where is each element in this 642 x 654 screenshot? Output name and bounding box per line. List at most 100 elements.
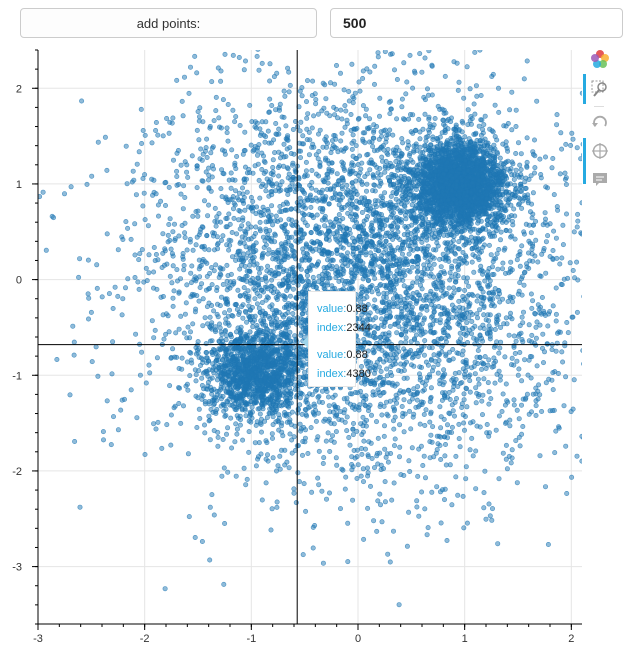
scatter-point: [383, 399, 389, 405]
scatter-point: [574, 259, 580, 265]
scatter-point: [233, 407, 239, 413]
scatter-point: [612, 422, 616, 426]
scatter-point: [450, 156, 456, 162]
scatter-point: [168, 442, 174, 448]
scatter-point: [110, 339, 116, 345]
scatter-point: [488, 206, 494, 212]
scatter-point: [516, 416, 522, 422]
scatter-point: [482, 278, 488, 284]
scatter-point: [200, 323, 206, 329]
scatter-point: [257, 219, 263, 225]
scatter-point: [228, 170, 234, 176]
scatter-point: [89, 173, 95, 179]
scatter-point: [227, 362, 233, 368]
scatter-point: [274, 504, 280, 510]
scatter-point: [495, 187, 501, 193]
scatter-point: [518, 172, 524, 178]
scatter-point: [509, 127, 515, 133]
scatter-point: [628, 280, 632, 284]
scatter-point: [561, 403, 567, 409]
scatter-point: [476, 343, 482, 349]
scatter-point: [611, 296, 615, 300]
scatter-point: [100, 429, 106, 435]
add-points-label: add points:: [136, 15, 201, 31]
scatter-point: [553, 235, 559, 241]
scatter-point: [391, 480, 397, 486]
scatter-point: [192, 534, 198, 540]
points-count-input[interactable]: [330, 8, 623, 38]
scatter-point: [559, 146, 565, 152]
scatter-point: [321, 455, 327, 461]
scatter-point: [372, 63, 378, 69]
scatter-point: [106, 291, 112, 297]
scatter-point: [213, 324, 219, 330]
scatter-point: [362, 174, 368, 180]
scatter-point: [264, 414, 270, 420]
scatter-point: [173, 330, 179, 336]
scatter-point: [165, 232, 171, 238]
scatter-point: [167, 216, 173, 222]
scatter-point: [218, 78, 224, 84]
scatter-point: [211, 428, 217, 434]
scatter-point: [389, 497, 395, 503]
scatter-point: [341, 2, 345, 6]
scatter-point: [476, 123, 482, 129]
scatter-point: [384, 291, 390, 297]
scatter-point: [353, 156, 359, 162]
scatter-point: [155, 37, 159, 41]
scatter-point: [382, 446, 388, 452]
scatter-point: [462, 287, 468, 293]
add-points-button[interactable]: add points:: [20, 8, 317, 38]
scatter-point: [146, 252, 152, 258]
scatter-point: [233, 421, 239, 427]
scatter-point: [363, 113, 369, 119]
scatter-point: [449, 169, 455, 175]
scatter-point: [409, 264, 415, 270]
scatter-point: [498, 160, 504, 166]
scatter-point: [503, 442, 509, 448]
scatter-point: [108, 442, 114, 448]
scatter-point: [202, 430, 208, 436]
scatter-point: [166, 184, 172, 190]
scatter-point: [153, 252, 159, 258]
scatter-point: [361, 536, 367, 542]
scatter-point: [162, 246, 168, 252]
scatter-point: [240, 302, 246, 308]
scatter-point: [212, 205, 218, 211]
scatter-point: [342, 486, 348, 492]
scatter-point: [451, 214, 457, 220]
scatter-point: [274, 499, 280, 505]
scatter-point: [198, 146, 204, 152]
scatter-point: [273, 121, 279, 127]
scatter-point: [266, 247, 272, 253]
scatter-point: [554, 122, 560, 128]
scatter-point: [248, 412, 254, 418]
scatter-point: [570, 136, 576, 142]
scatter-point: [414, 504, 420, 510]
scatter-point: [368, 412, 374, 418]
scatter-point: [220, 97, 226, 103]
scatter-point: [89, 359, 95, 365]
scatter-point: [323, 438, 329, 444]
scatter-point: [451, 163, 457, 169]
scatter-point: [414, 397, 420, 403]
scatter-point: [473, 448, 479, 454]
scatter-point: [189, 360, 195, 366]
scatter-point: [207, 376, 213, 382]
scatter-point: [242, 129, 248, 135]
scatter-point: [489, 506, 495, 512]
scatter-point: [334, 171, 340, 177]
scatter-point: [230, 107, 236, 113]
scatter-point: [77, 504, 83, 510]
scatter-point: [243, 377, 249, 383]
scatter-point: [517, 162, 523, 168]
scatter-point: [304, 394, 310, 400]
scatter-point: [172, 238, 178, 244]
scatter-point: [182, 74, 188, 80]
scatter-point: [571, 377, 577, 383]
scatter-point: [166, 130, 172, 136]
scatter-point: [224, 333, 230, 339]
scatter-point: [133, 331, 139, 337]
scatter-point: [375, 54, 381, 60]
scatter-point: [474, 311, 480, 317]
